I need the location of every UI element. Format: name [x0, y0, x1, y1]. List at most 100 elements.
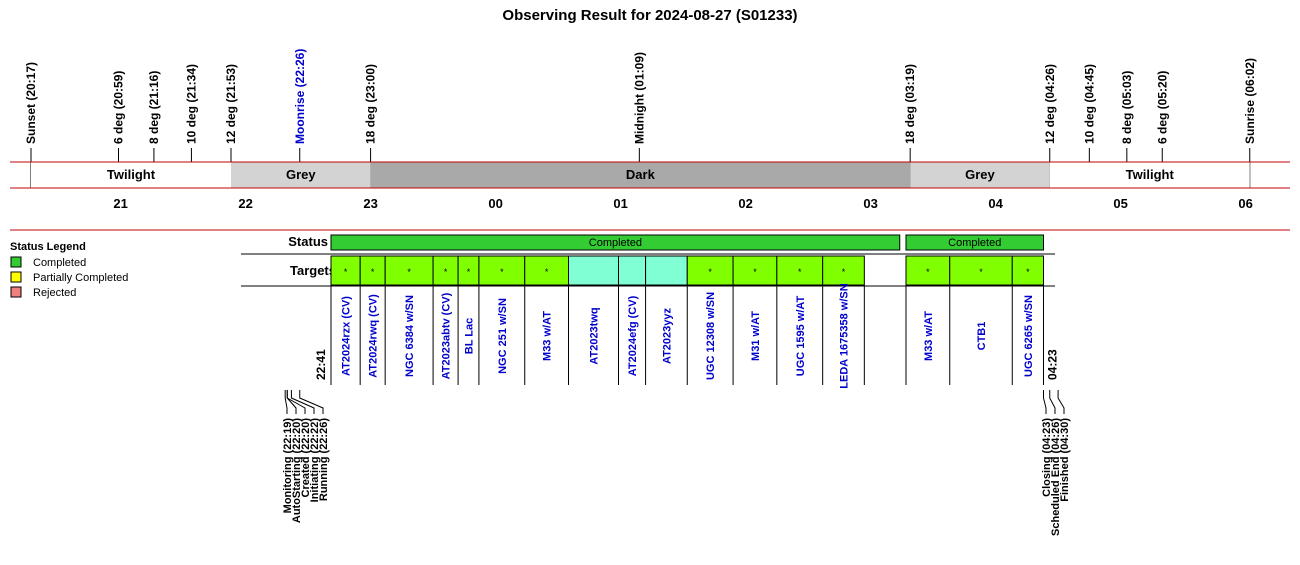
sky-event-label-8: 18 deg (03:19) [903, 64, 917, 144]
pre-event-label-3: Initiating (22:22) [309, 418, 321, 503]
sky-band-label-4: Twilight [1126, 167, 1175, 182]
hour-label-4: 01 [613, 196, 627, 211]
chart-title: Observing Result for 2024-08-27 (S01233) [502, 7, 797, 24]
target-mark-11: * [753, 267, 757, 277]
target-name-14: M33 w/AT [923, 311, 935, 361]
target-block-16 [1011, 255, 1044, 286]
target-block-6 [524, 255, 569, 286]
post-event-label-2: Finished (04:30) [1059, 418, 1071, 502]
target-mark-4: * [467, 267, 471, 277]
target-name-11: M31 w/AT [750, 311, 762, 361]
sky-event-label-5: Moonrise (22:26) [293, 49, 307, 144]
target-mark-3: * [444, 267, 448, 277]
sky-event-label-6: 18 deg (23:00) [364, 64, 378, 144]
status-bar-label-0: Completed [589, 237, 642, 249]
status-bar-0 [330, 234, 901, 251]
targets-row-label: Targets [290, 263, 336, 278]
post-event-label-1: Scheduled End (04:26) [1050, 418, 1062, 536]
status-row-label: Status [288, 234, 328, 249]
target-mark-2: * [407, 267, 411, 277]
sky-event-label-7: Midnight (01:09) [632, 52, 646, 144]
sky-band-1 [231, 162, 371, 188]
target-name-5: NGC 251 w/SN [497, 298, 509, 374]
pre-event-leader-3 [290, 390, 315, 414]
target-block-8 [618, 255, 647, 286]
target-mark-14: * [926, 267, 930, 277]
target-mark-6: * [545, 267, 549, 277]
sky-event-label-3: 10 deg (21:34) [184, 64, 198, 144]
sky-event-label-4: 12 deg (21:53) [224, 64, 238, 144]
target-name-13: LEDA 1675358 w/SN [839, 283, 851, 388]
legend-label-1: Partially Completed [33, 272, 128, 284]
target-name-7: AT2023twq [589, 307, 601, 364]
target-name-9: AT2023yyz [661, 307, 673, 364]
post-event-leader-1 [1049, 390, 1056, 414]
legend-label-2: Rejected [33, 287, 76, 299]
post-event-leader-0 [1043, 390, 1047, 414]
target-name-3: AT2023abtv (CV) [441, 292, 453, 379]
legend-label-0: Completed [33, 257, 86, 269]
hour-label-6: 03 [863, 196, 877, 211]
pre-event-leader-4 [299, 390, 324, 414]
target-name-6: M33 w/AT [542, 311, 554, 361]
post-event-label-0: Closing (04:23) [1041, 418, 1053, 497]
sky-event-label-10: 10 deg (04:45) [1082, 64, 1096, 144]
sky-band-0 [31, 162, 231, 188]
target-name-8: AT2024efg (CV) [627, 295, 639, 376]
sky-event-label-2: 8 deg (21:16) [147, 71, 161, 144]
target-mark-0: * [344, 267, 348, 277]
pre-event-label-2: Created (22:20) [300, 418, 312, 498]
hour-label-8: 05 [1113, 196, 1127, 211]
target-block-2 [384, 255, 434, 286]
legend-swatch-2 [10, 286, 22, 298]
legend-swatch-1 [10, 271, 22, 283]
hour-label-5: 02 [738, 196, 752, 211]
hour-label-3: 00 [488, 196, 502, 211]
target-block-7 [568, 255, 619, 286]
status-bar-1 [905, 234, 1044, 251]
target-block-10 [686, 255, 734, 286]
hour-label-2: 23 [363, 196, 377, 211]
legend-swatch-0 [10, 256, 22, 268]
pre-event-label-0: Monitoring (22:19) [282, 418, 294, 514]
pre-event-label-1: AutoStarting (22:20) [291, 418, 303, 523]
target-block-1 [359, 255, 386, 286]
legend-title: Status Legend [10, 241, 86, 253]
target-name-16: UGC 6265 w/SN [1023, 295, 1035, 377]
sky-band-4 [1049, 162, 1250, 188]
pre-event-leader-0 [284, 390, 288, 414]
target-block-14 [905, 255, 951, 286]
target-block-3 [432, 255, 459, 286]
sky-event-label-13: Sunrise (06:02) [1243, 58, 1257, 144]
sky-band-label-3: Grey [965, 167, 995, 182]
sky-band-label-2: Dark [626, 167, 656, 182]
target-block-15 [949, 255, 1013, 286]
sky-band-2 [370, 162, 911, 188]
target-block-12 [776, 255, 824, 286]
target-name-2: NGC 6384 w/SN [404, 295, 416, 377]
target-mark-16: * [1026, 267, 1030, 277]
pre-event-label-4: Running (22:26) [318, 418, 330, 501]
sky-event-label-1: 6 deg (20:59) [112, 71, 126, 144]
target-name-15: CTB1 [976, 322, 988, 351]
target-block-0 [330, 255, 361, 286]
status-bar-label-1: Completed [948, 237, 1001, 249]
target-name-12: UGC 1595 w/AT [795, 295, 807, 376]
target-mark-13: * [842, 267, 846, 277]
target-mark-15: * [979, 267, 983, 277]
target-name-4: BL Lac [464, 318, 476, 354]
target-mark-5: * [500, 267, 504, 277]
target-name-1: AT2024rwq (CV) [368, 294, 380, 378]
sky-event-label-12: 6 deg (05:20) [1155, 71, 1169, 144]
target-name-0: AT2024rzx (CV) [341, 296, 353, 376]
sky-event-label-9: 12 deg (04:26) [1043, 64, 1057, 144]
target-mark-10: * [708, 267, 712, 277]
target-block-11 [732, 255, 778, 286]
hour-label-1: 22 [238, 196, 252, 211]
run-start-label: 22:41 [314, 349, 328, 380]
hour-label-7: 04 [988, 196, 1003, 211]
pre-event-leader-2 [286, 390, 306, 414]
run-end-label: 04:23 [1046, 349, 1060, 380]
